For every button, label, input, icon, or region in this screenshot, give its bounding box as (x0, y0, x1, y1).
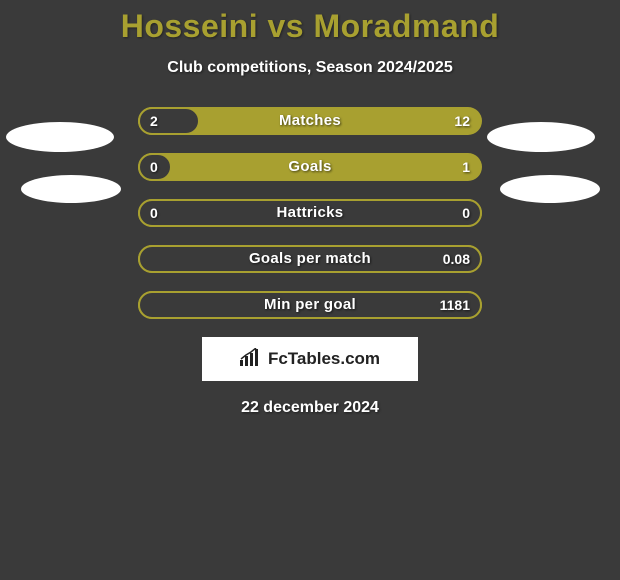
stat-value-left: 0 (150, 199, 158, 227)
stat-row: 0Hattricks0 (138, 199, 482, 227)
decorative-ellipse (6, 122, 114, 152)
stat-label: Goals per match (138, 245, 482, 273)
decorative-ellipse (500, 175, 600, 203)
page-subtitle: Club competitions, Season 2024/2025 (0, 59, 620, 77)
decorative-ellipse (487, 122, 595, 152)
stat-row: Goals per match0.08 (138, 245, 482, 273)
stat-label: Min per goal (138, 291, 482, 319)
stat-label: Goals (138, 153, 482, 181)
decorative-ellipse (21, 175, 121, 203)
stat-value-left: 2 (150, 107, 158, 135)
chart-icon (240, 348, 262, 371)
logo-box: FcTables.com (202, 337, 418, 381)
stat-label: Matches (138, 107, 482, 135)
stat-row: 2Matches12 (138, 107, 482, 135)
stat-row: 0Goals1 (138, 153, 482, 181)
stat-value-right: 1 (462, 153, 470, 181)
stat-label: Hattricks (138, 199, 482, 227)
stat-value-right: 1181 (440, 291, 470, 319)
stat-row: Min per goal1181 (138, 291, 482, 319)
date-line: 22 december 2024 (0, 399, 620, 417)
stat-value-right: 0.08 (443, 245, 470, 273)
stat-value-right: 12 (454, 107, 470, 135)
logo-text: FcTables.com (268, 349, 380, 369)
stat-value-left: 0 (150, 153, 158, 181)
logo: FcTables.com (240, 348, 380, 371)
page-title: Hosseini vs Moradmand (0, 0, 620, 45)
stat-value-right: 0 (462, 199, 470, 227)
